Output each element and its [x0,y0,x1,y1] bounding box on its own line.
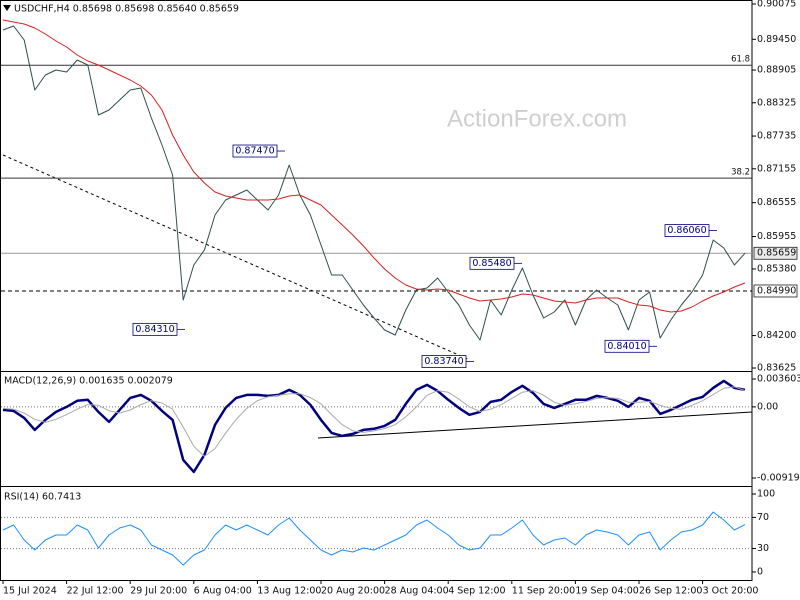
price-label-box [753,284,798,298]
x-tick-label: 20 Aug 20:00 [321,586,385,597]
x-tick-label: 29 Jul 20:00 [130,586,187,597]
x-tick-label: 28 Aug 04:00 [385,586,449,597]
macd-trend-line [317,411,753,439]
x-tick-label: 3 Oct 20:00 [703,586,759,597]
y-tick-label: 0 [757,566,763,577]
x-tick-label: 19 Sep 04:00 [575,586,638,597]
y-tick-label: 0.88325 [757,97,796,108]
panel-title: MACD(12,26,9) 0.001635 0.002079 [4,376,173,387]
pivot-label: 0.84310 [135,324,174,335]
y-tick-label: -0.009198 [757,473,800,484]
menu-arrow [3,5,11,11]
series-line [2,386,746,457]
pivot-label: 0.83740 [424,356,463,367]
price-label: 0.84990 [757,285,796,296]
y-tick-label: 0.86555 [757,197,796,208]
y-tick-label: 100 [757,489,775,500]
y-tick-label: 0.85955 [757,231,796,242]
panel-title: USDCHF,H4 0.85698 0.85698 0.85640 0.8565… [14,4,239,15]
x-tick-label: 4 Sep 12:00 [448,586,505,597]
y-tick-label: 0.00 [757,401,778,412]
series-line [2,19,746,313]
x-tick-label: 13 Aug 12:00 [257,586,321,597]
series-line [2,379,746,474]
pivot-label: 0.87470 [235,146,274,157]
x-tick-label: 22 Jul 12:00 [67,586,124,597]
pivot-label: 0.86060 [667,225,706,236]
pivot-label: 0.84010 [607,341,646,352]
panel-title: RSI(14) 60.7413 [4,492,81,503]
x-tick-label: 15 Jul 2024 [3,586,57,597]
y-tick-label: 0.87155 [757,163,796,174]
fib-label: 61.8 [731,55,750,65]
price-label: 0.85659 [757,248,796,259]
y-tick-label: 0.87735 [757,131,796,142]
y-tick-label: 0.89450 [757,34,796,45]
watermark: ActionForex.com [447,105,627,132]
x-tick-label: 26 Sep 12:00 [639,586,702,597]
trend-line [2,154,471,361]
y-tick-label: 0.003603 [757,374,800,385]
fib-label: 38.2 [731,168,750,178]
price-label-box [753,246,798,260]
y-tick-label: 0.90075 [757,0,796,10]
y-tick-label: 0.83625 [757,363,796,374]
y-tick-label: 70 [757,512,769,523]
x-tick-label: 11 Sep 20:00 [512,586,575,597]
y-tick-label: 0.88905 [757,65,796,76]
series-line [2,511,746,566]
series-line [2,25,746,341]
y-tick-label: 30 [757,543,769,554]
y-tick-label: 0.85380 [757,263,796,274]
x-tick-label: 6 Aug 04:00 [194,586,252,597]
y-tick-label: 0.84200 [757,330,796,341]
pivot-label: 0.85480 [472,258,511,269]
